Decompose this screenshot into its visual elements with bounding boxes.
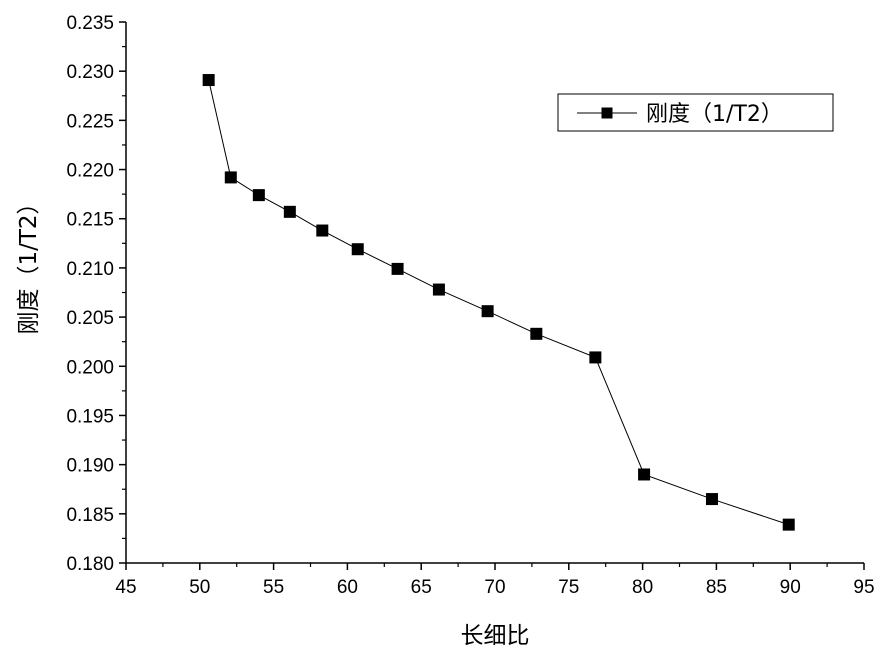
y-tick-label: 0.215 — [66, 210, 114, 231]
y-tick-label: 0.180 — [66, 554, 114, 575]
data-point-marker — [432, 283, 445, 296]
x-tick-label: 65 — [411, 577, 432, 598]
y-tick-label: 0.205 — [66, 308, 114, 329]
series-layer — [202, 74, 795, 531]
y-tick-label: 0.200 — [66, 357, 114, 378]
y-tick-label: 0.220 — [66, 161, 114, 182]
x-tick-label: 90 — [780, 577, 801, 598]
data-point-marker — [530, 327, 543, 340]
data-point-marker — [252, 189, 265, 202]
y-tick-label: 0.185 — [66, 505, 114, 526]
x-tick-label: 55 — [263, 577, 284, 598]
y-tick-label: 0.210 — [66, 259, 114, 280]
data-point-marker — [224, 171, 237, 184]
data-point-marker — [705, 493, 718, 506]
data-point-marker — [782, 518, 795, 531]
x-axis-ticks: 45 50 55 60 65 70 75 80 85 90 95 — [115, 563, 875, 598]
x-tick-label: 45 — [115, 577, 136, 598]
y-tick-label: 0.235 — [66, 13, 114, 34]
y-tick-label: 0.230 — [66, 62, 114, 83]
data-point-marker — [589, 351, 602, 364]
y-tick-label: 0.190 — [66, 456, 114, 477]
series-line — [208, 79, 789, 526]
legend: 刚度（1/T2） — [557, 93, 834, 132]
x-tick-label: 70 — [484, 577, 505, 598]
data-point-marker — [283, 205, 296, 218]
x-tick-label: 75 — [558, 577, 579, 598]
data-point-marker — [316, 224, 329, 237]
data-point-marker — [638, 468, 651, 481]
data-point-marker — [481, 305, 494, 318]
y-axis-ticks: 0.180 0.185 0.190 0.195 0.200 0.205 0.210 0.215… — [66, 13, 126, 575]
x-axis-title: 长细比 — [461, 623, 530, 649]
x-tick-label: 95 — [853, 577, 874, 598]
y-tick-label: 0.225 — [66, 111, 114, 132]
data-point-marker — [351, 243, 364, 256]
legend-label: 刚度（1/T2） — [646, 102, 783, 127]
y-tick-label: 0.195 — [66, 406, 114, 427]
data-point-marker — [391, 262, 404, 275]
x-tick-label: 85 — [706, 577, 727, 598]
x-tick-label: 80 — [632, 577, 653, 598]
data-point-marker — [202, 74, 215, 87]
legend-marker — [601, 107, 613, 119]
x-tick-label: 60 — [337, 577, 358, 598]
x-tick-label: 50 — [189, 577, 210, 598]
y-axis-title: 刚度（1/T2） — [16, 191, 42, 334]
